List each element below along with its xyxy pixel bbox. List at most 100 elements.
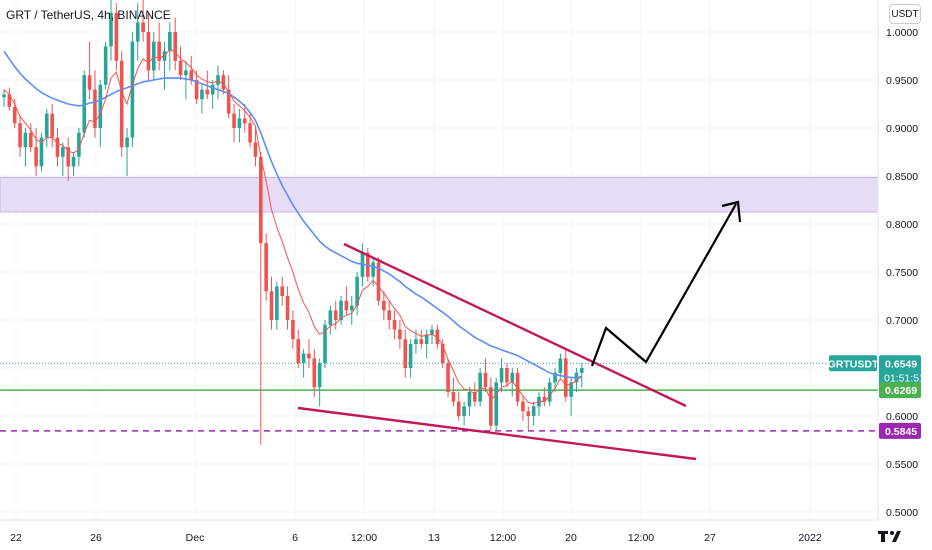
candle	[307, 339, 311, 368]
x-tick-label: 22	[10, 532, 22, 544]
candle	[221, 70, 226, 95]
candle	[39, 132, 44, 172]
candle	[419, 329, 424, 349]
level-price-tag	[879, 382, 921, 399]
x-tick-label: 26	[90, 532, 102, 544]
candle	[248, 113, 252, 148]
candle	[66, 137, 70, 181]
candle	[526, 406, 531, 431]
candle	[333, 300, 338, 330]
candle	[440, 339, 445, 368]
candle	[483, 358, 488, 392]
candle	[371, 257, 375, 287]
y-tick-label: 0.8500	[886, 171, 918, 183]
candle	[446, 358, 450, 397]
candle	[328, 305, 333, 335]
candle	[125, 128, 129, 176]
candle	[194, 70, 199, 104]
candle	[77, 128, 81, 167]
arrow-head-icon	[721, 200, 742, 223]
candle	[269, 276, 274, 330]
upper-trendline[interactable]	[343, 242, 687, 408]
candles	[2, 0, 584, 445]
currency-button[interactable]: USDT	[889, 4, 921, 24]
candle	[34, 128, 38, 176]
candle	[23, 128, 28, 167]
candle	[184, 60, 188, 100]
candle	[2, 89, 6, 107]
y-tick-label: 0.5500	[886, 459, 918, 471]
candle	[478, 368, 482, 407]
y-tick-label: 0.7500	[886, 267, 918, 279]
candle	[408, 339, 413, 378]
candle	[547, 377, 552, 407]
candle	[71, 152, 76, 176]
lower-trendline[interactable]	[297, 406, 697, 461]
candle	[157, 22, 161, 71]
candle	[114, 3, 119, 71]
x-tick-label: 12:00	[351, 532, 377, 544]
y-tick-label: 0.9500	[886, 75, 918, 87]
candle	[226, 75, 231, 119]
candle	[237, 108, 242, 143]
candle	[275, 281, 279, 330]
time-axis: 22 26 Dec 6 12:00 13 12:00 20 12:00 27 2022	[0, 519, 878, 544]
candle	[424, 329, 429, 359]
candle	[253, 128, 258, 167]
level-price-tag	[879, 422, 921, 439]
last-price-tag	[879, 355, 921, 386]
candle	[499, 358, 504, 392]
candle	[87, 41, 92, 100]
candle	[563, 348, 568, 402]
candle	[50, 104, 54, 148]
candle	[344, 286, 349, 316]
candle	[55, 128, 60, 167]
y-tick-label: 0.5000	[886, 507, 918, 519]
candle	[462, 401, 466, 426]
candle	[173, 17, 177, 71]
candle	[456, 392, 461, 421]
candle	[178, 46, 183, 80]
candle	[109, 0, 113, 61]
candle	[280, 276, 284, 306]
grid	[0, 0, 878, 520]
candle	[505, 363, 509, 388]
candle	[130, 32, 135, 148]
candle	[558, 353, 563, 378]
candle	[387, 300, 391, 330]
price-tags: GRTUSDT 0.6549 01:51:510.6269 0.5845	[828, 355, 925, 439]
y-tick-label: 1.0000	[886, 27, 918, 39]
candle	[141, 0, 145, 42]
candle	[200, 84, 204, 114]
candle	[18, 116, 22, 157]
candle	[301, 348, 306, 378]
candle	[296, 329, 301, 368]
candle	[323, 320, 327, 368]
candle	[7, 87, 12, 111]
x-tick-label: 12:00	[628, 532, 654, 544]
projection-arrow[interactable]	[590, 203, 737, 367]
candle	[61, 142, 65, 176]
candle	[376, 257, 381, 306]
price-levels	[0, 362, 878, 432]
tradingview-logo-icon	[878, 531, 901, 542]
symbol-tag	[829, 355, 877, 372]
candle	[317, 358, 322, 407]
candle	[339, 296, 343, 325]
candle	[392, 310, 397, 340]
candle	[382, 291, 386, 320]
candle	[45, 108, 49, 148]
candle	[521, 396, 525, 421]
candle	[28, 123, 33, 152]
candle	[467, 387, 472, 416]
candle	[205, 70, 210, 100]
candle	[285, 286, 290, 330]
candle	[398, 320, 402, 349]
x-tick-label: Dec	[186, 532, 205, 544]
level-price-value: 0.5845	[885, 426, 917, 438]
candle	[162, 41, 167, 90]
candle	[93, 70, 97, 138]
resistance-zone	[0, 176, 879, 213]
candle	[355, 272, 359, 316]
